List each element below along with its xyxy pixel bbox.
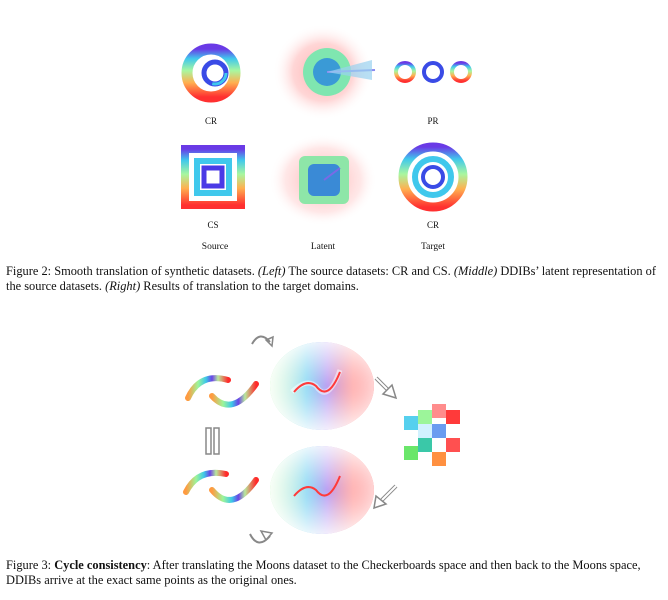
latent-cloud-top-plot [270,342,374,430]
latent-cr-plot [273,24,376,120]
equals-icon [205,427,220,455]
label-source-cs: CS [207,220,219,230]
moons-top-plot [185,375,259,408]
curved-arrow-icon-top [251,335,274,348]
label-target-pr: PR [427,116,439,126]
column-label-target: Target [421,242,445,252]
latent-cloud-bottom-plot [270,446,374,534]
arrow-icon-down-right [374,376,398,400]
caption-number: Figure 3: [6,558,52,572]
checkerboard-plot [404,404,460,466]
caption-number: Figure 2: [6,264,52,278]
source-cr-plot [181,43,241,103]
source-cs-plot [181,145,245,209]
target-cr-plot [398,142,468,212]
arrow-icon-down-left [373,484,398,510]
column-label-source: Source [201,242,229,252]
label-source-cr: CR [204,116,217,126]
latent-cs-plot [269,134,377,226]
figure-3-caption: Figure 3: Cycle consistency: After trans… [6,558,641,587]
target-pr-plot [394,61,472,83]
moons-bottom-plot [183,469,259,503]
curved-arrow-icon-bottom [249,529,274,544]
figure-2-caption: Figure 2: Smooth translation of syntheti… [6,264,656,293]
column-label-latent: Latent [310,242,336,252]
label-target-cr: CR [426,220,439,230]
